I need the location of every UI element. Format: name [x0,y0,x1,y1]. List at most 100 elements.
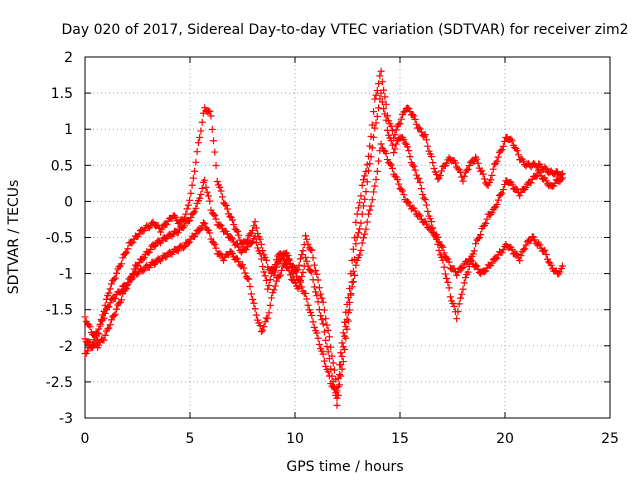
data-point [135,259,143,267]
data-point [381,93,389,101]
data-point [434,233,442,241]
data-point [264,285,272,293]
data-point [201,176,209,184]
data-point [216,183,224,191]
data-point [266,276,274,284]
data-point [261,253,269,261]
data-point [252,224,260,232]
data-point [353,233,361,241]
data-point [210,239,218,247]
data-point [373,167,381,175]
data-point [472,240,480,248]
data-point [516,192,524,200]
data-point [337,372,345,380]
data-point [337,349,345,357]
data-point [493,254,501,262]
data-point [257,255,265,263]
data-point [469,250,477,258]
data-point [359,234,367,242]
data-point [387,137,395,145]
data-point [516,257,524,265]
data-point [383,155,391,163]
data-point [217,222,225,230]
data-point [372,91,380,99]
data-point [228,249,236,257]
data-point [101,309,109,317]
data-point [397,115,405,123]
data-point [260,323,268,331]
data-point [304,240,312,248]
data-point [309,254,317,262]
data-point [184,239,192,247]
data-point [411,166,419,174]
data-point [395,180,403,188]
data-point [559,262,567,270]
data-point [192,158,200,166]
data-point [479,170,487,178]
data-point [140,254,148,262]
data-point [358,239,366,247]
data-point [371,124,379,132]
chart-title: Day 020 of 2017, Sidereal Day-to-day VTE… [62,22,629,38]
data-point [501,181,509,189]
data-point [392,126,400,134]
data-point [251,305,259,313]
data-point [315,284,323,292]
data-point [198,184,206,192]
data-point [362,225,370,233]
data-point [303,235,311,243]
data-point [341,332,349,340]
data-point [181,243,189,251]
data-point [458,264,466,272]
data-point [223,205,231,213]
data-point [439,256,447,264]
data-point [499,142,507,150]
data-point [493,201,501,209]
data-point [373,87,381,95]
data-point [213,178,221,186]
data-point [420,132,428,140]
data-point [382,149,390,157]
data-point [458,290,466,298]
data-point [488,171,496,179]
data-point [276,271,284,279]
data-point [303,295,311,303]
data-point [415,124,423,132]
data-point [256,321,264,329]
data-point [322,315,330,323]
data-point [361,195,369,203]
data-point [199,219,207,227]
data-point [392,140,400,148]
data-point [428,218,435,226]
data-point [295,261,303,269]
data-point [259,326,267,334]
data-point [249,295,257,303]
data-point [547,261,555,269]
data-point [446,293,454,301]
data-point [262,256,270,264]
data-point [488,209,496,217]
data-point [210,137,218,145]
data-point [246,283,254,291]
data-point [450,302,458,310]
data-point [352,240,360,248]
data-point [494,153,502,161]
data-point [541,246,549,254]
data-point [182,210,190,218]
data-point [367,153,375,161]
data-point [333,394,341,402]
data-point [527,179,535,187]
data-point [370,133,378,141]
data-point [119,254,127,262]
data-point [158,225,166,233]
data-point [124,279,132,287]
data-point [519,157,527,165]
data-point [290,263,298,271]
data-point [271,261,279,269]
data-point [95,341,103,349]
data-point [181,222,189,230]
data-point [249,226,257,234]
data-point [419,190,427,198]
data-point [404,104,412,112]
data-point [336,371,344,379]
